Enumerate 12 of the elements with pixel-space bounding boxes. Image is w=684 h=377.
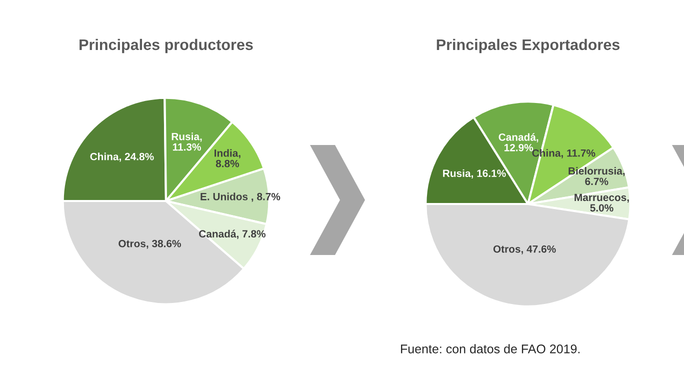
chart-title: Principales Exportadores <box>436 38 620 54</box>
slice-label: Rusia, 16.1% <box>443 169 506 179</box>
slice-label: Canadá, 7.8% <box>199 230 266 240</box>
chart-title: Principales productores <box>80 38 253 54</box>
slice-label: Otros, 38.6% <box>118 240 181 249</box>
slice-label: Rusia, 11.3% <box>172 132 202 151</box>
source-note: Fuente: con datos de FAO 2019. <box>401 344 580 354</box>
slice-label: Otros, 47.6% <box>493 245 556 254</box>
slice-label: E. Unidos , 8.7% <box>200 192 280 202</box>
slice-label: Marruecos, 5.0% <box>574 194 629 212</box>
slice-label: India, 8.8% <box>214 149 240 168</box>
slice-label: China, 24.8% <box>90 152 154 162</box>
